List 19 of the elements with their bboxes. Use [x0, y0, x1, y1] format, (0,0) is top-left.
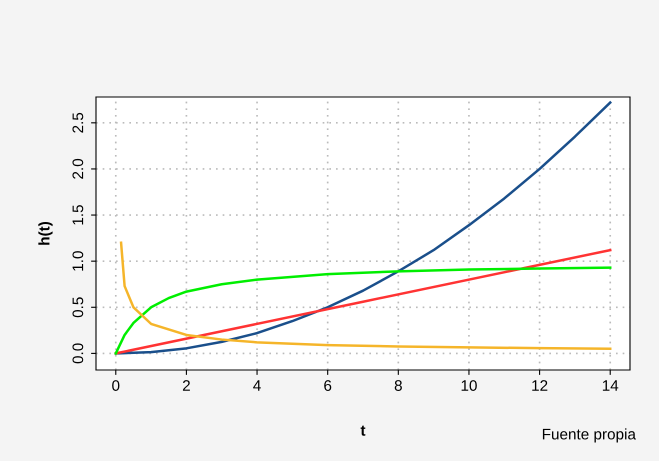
- y-tick-label: 0.0: [72, 343, 84, 364]
- y-tick-label: 0.5: [72, 297, 84, 318]
- x-tick-label: 12: [532, 380, 548, 391]
- x-axis-title: t: [360, 426, 366, 436]
- line-series: [114, 266, 612, 355]
- x-tick-label: 6: [324, 380, 332, 391]
- source-note: Fuente propia: [542, 428, 636, 443]
- x-tick-label: 2: [182, 380, 190, 391]
- x-tick-label: 4: [253, 380, 261, 391]
- x-tick-label: 8: [394, 380, 402, 391]
- y-tick-label: 1.5: [72, 205, 84, 225]
- x-tick-label: 0: [112, 380, 120, 391]
- y-axis-title: h(t): [38, 222, 53, 245]
- y-tick-label: 1.0: [72, 251, 84, 271]
- x-tick-label: 14: [602, 380, 618, 391]
- x-tick-label: 10: [462, 380, 477, 391]
- y-tick-label: 2.0: [72, 158, 84, 179]
- y-tick-label: 2.5: [72, 112, 84, 133]
- line-series: [114, 101, 612, 355]
